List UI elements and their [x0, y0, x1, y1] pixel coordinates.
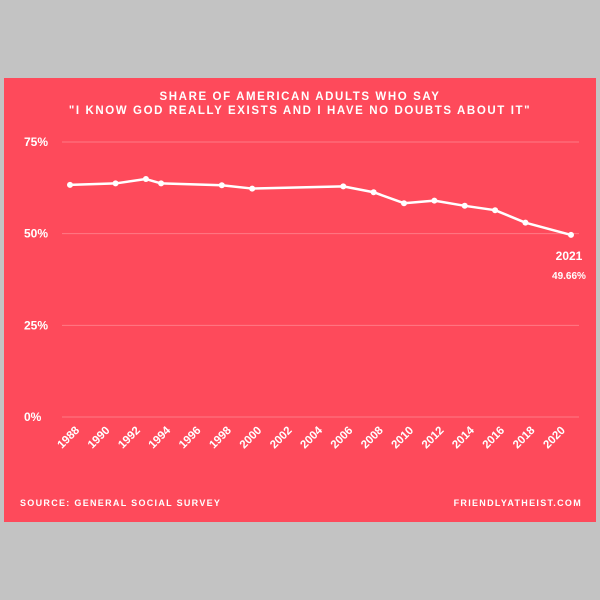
x-tick-label: 2014	[450, 424, 477, 451]
data-point	[112, 180, 119, 187]
x-tick-label: 2006	[329, 425, 356, 452]
y-tick-label: 50%	[24, 227, 48, 241]
x-tick-label: 1994	[147, 424, 174, 451]
annotation-year: 2021	[556, 249, 583, 263]
chart-card: SHARE OF AMERICAN ADULTS WHO SAY "I KNOW…	[4, 78, 596, 522]
source-credit: SOURCE: GENERAL SOCIAL SURVEY	[20, 498, 222, 508]
annotation-value: 49.66%	[552, 271, 586, 282]
data-point	[492, 207, 499, 214]
data-point	[142, 176, 149, 183]
x-tick-label: 1996	[177, 425, 204, 452]
series-line	[69, 177, 572, 237]
x-tick-label: 1988	[56, 424, 83, 451]
chart-title: SHARE OF AMERICAN ADULTS WHO SAY	[159, 91, 441, 103]
line-chart: 75%50%25%0%1988 1990 1992 1994 1996 1998 2000 2…	[24, 135, 586, 452]
data-point	[370, 189, 377, 196]
x-tick-label: 2020	[541, 425, 568, 452]
y-tick-label: 25%	[24, 318, 48, 332]
data-point	[218, 182, 225, 189]
chart-subtitle: "I KNOW GOD REALLY EXISTS AND I HAVE NO …	[68, 105, 532, 117]
data-point	[158, 180, 165, 187]
x-tick-label: 2010	[390, 425, 417, 452]
x-tick-label: 2002	[268, 425, 295, 452]
data-point	[401, 200, 407, 207]
site-credit: FRIENDLYATHEIST.COM	[453, 498, 582, 508]
chart-title-block: SHARE OF AMERICAN ADULTS WHO SAY "I KNOW…	[4, 90, 596, 118]
data-point	[67, 181, 73, 188]
y-tick-label: 0%	[24, 410, 42, 424]
x-tick-label: 2008	[359, 424, 386, 451]
x-tick-label: 2000	[238, 425, 265, 452]
x-tick-label: 1998	[207, 424, 234, 451]
data-point	[522, 219, 529, 226]
x-tick-label: 1992	[116, 425, 143, 452]
data-point	[461, 202, 468, 209]
x-tick-label: 1990	[86, 425, 113, 452]
y-tick-label: 75%	[24, 135, 48, 149]
data-point	[340, 183, 347, 190]
data-point	[249, 185, 256, 192]
x-tick-label: 2018	[511, 424, 538, 451]
data-point	[568, 231, 574, 238]
x-tick-label: 2012	[420, 425, 447, 452]
x-tick-label: 2016	[481, 425, 508, 452]
data-point	[431, 197, 438, 204]
x-tick-label: 2004	[298, 424, 325, 451]
